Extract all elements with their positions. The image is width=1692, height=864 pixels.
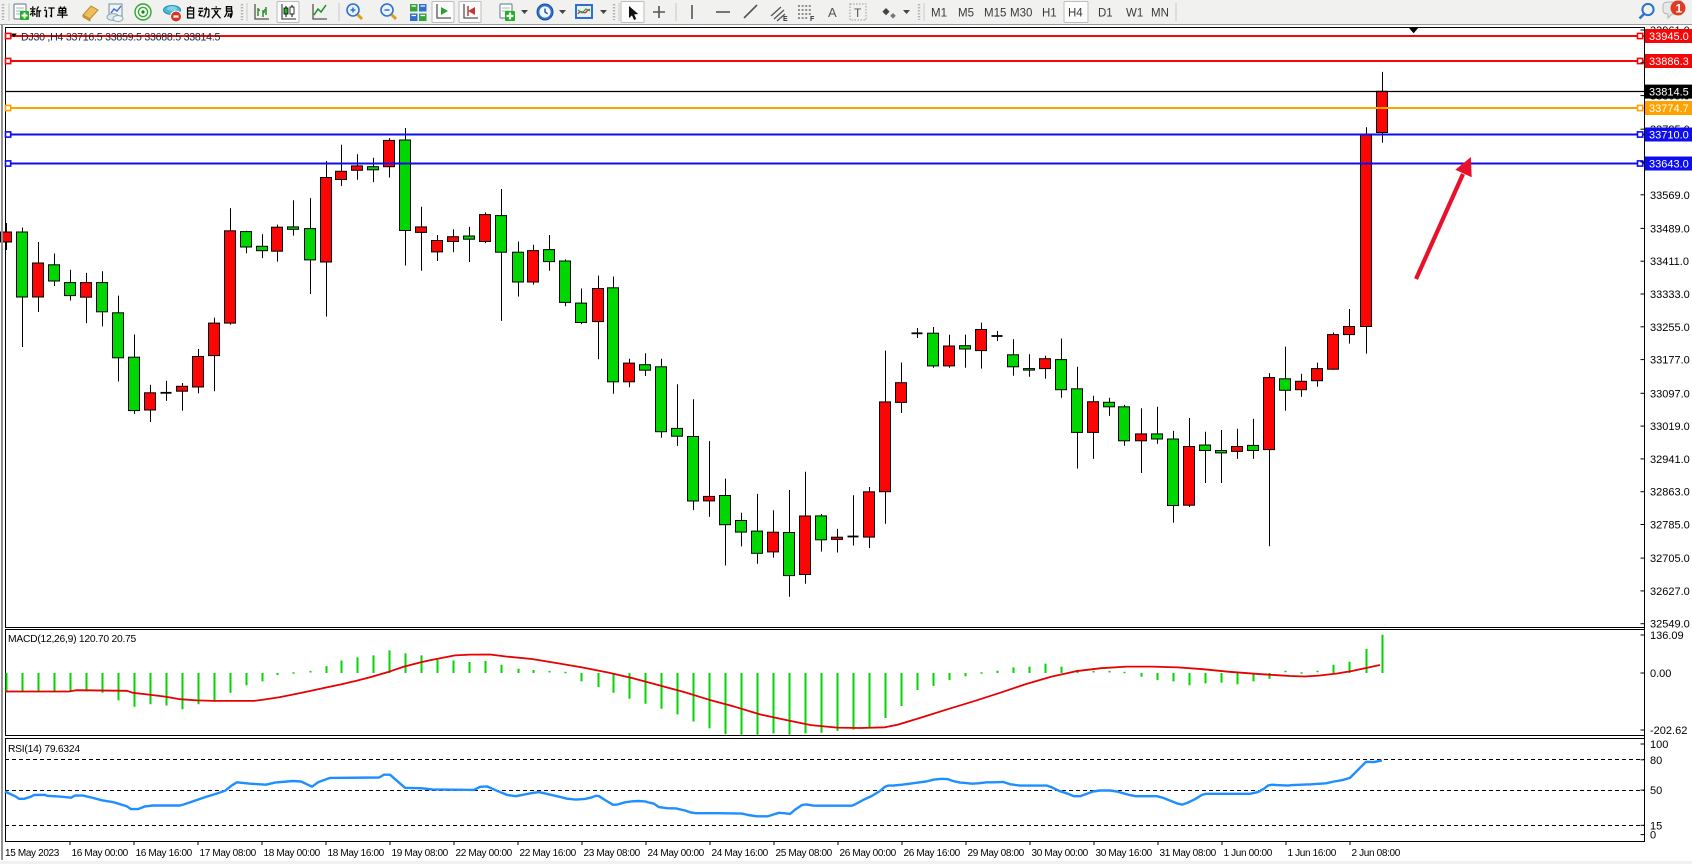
svg-text:19 May 08:00: 19 May 08:00	[392, 848, 449, 859]
svg-text:16 May 00:00: 16 May 00:00	[72, 848, 129, 859]
svg-text:W1: W1	[1126, 8, 1143, 20]
svg-text:32627.0: 32627.0	[1650, 586, 1690, 598]
svg-text:30 May 00:00: 30 May 00:00	[1032, 848, 1089, 859]
svg-text:M5: M5	[958, 8, 974, 20]
svg-text:1 Jun 16:00: 1 Jun 16:00	[1288, 848, 1337, 859]
svg-text:33255.0: 33255.0	[1650, 322, 1690, 334]
svg-text:33489.0: 33489.0	[1650, 223, 1690, 235]
svg-text:15: 15	[1650, 820, 1662, 832]
svg-text:18 May 16:00: 18 May 16:00	[328, 848, 385, 859]
svg-text:T: T	[854, 6, 862, 20]
svg-text:D1: D1	[1098, 8, 1113, 20]
svg-text:MN: MN	[1151, 8, 1169, 20]
svg-text:30 May 16:00: 30 May 16:00	[1096, 848, 1153, 859]
svg-text:18 May 00:00: 18 May 00:00	[264, 848, 321, 859]
svg-text:16 May 16:00: 16 May 16:00	[136, 848, 193, 859]
svg-text:33643.0: 33643.0	[1649, 159, 1689, 171]
svg-text:0.00: 0.00	[1650, 668, 1671, 680]
svg-text:23 May 08:00: 23 May 08:00	[584, 848, 641, 859]
svg-text:17 May 08:00: 17 May 08:00	[200, 848, 257, 859]
svg-text:33019.0: 33019.0	[1650, 421, 1690, 433]
svg-text:26 May 16:00: 26 May 16:00	[904, 848, 961, 859]
svg-text:H1: H1	[1042, 8, 1057, 20]
svg-text:32863.0: 32863.0	[1650, 487, 1690, 499]
svg-text:33411.0: 33411.0	[1650, 256, 1689, 268]
svg-text:29 May 08:00: 29 May 08:00	[968, 848, 1025, 859]
svg-text:0: 0	[1650, 830, 1656, 842]
svg-text:33097.0: 33097.0	[1650, 388, 1690, 400]
svg-text:33814.5: 33814.5	[1649, 87, 1689, 99]
svg-text:DJ30 ,H4 33716.5 33859.5 3368: DJ30 ,H4 33716.5 33859.5 33688.5 33814.5	[21, 32, 220, 44]
svg-text:24 May 00:00: 24 May 00:00	[648, 848, 705, 859]
svg-text:M1: M1	[931, 8, 947, 20]
svg-text:-202.62: -202.62	[1650, 725, 1687, 737]
svg-text:24 May 16:00: 24 May 16:00	[712, 848, 769, 859]
svg-text:1: 1	[1676, 2, 1683, 16]
svg-text:32785.0: 32785.0	[1650, 520, 1690, 532]
svg-text:H4: H4	[1068, 8, 1083, 20]
svg-text:25 May 08:00: 25 May 08:00	[776, 848, 833, 859]
svg-text:33774.7: 33774.7	[1649, 103, 1689, 115]
svg-text:26 May 00:00: 26 May 00:00	[840, 848, 897, 859]
svg-text:2 Jun 08:00: 2 Jun 08:00	[1352, 848, 1401, 859]
svg-text:1 Jun 00:00: 1 Jun 00:00	[1224, 848, 1273, 859]
svg-text:A: A	[828, 5, 837, 20]
svg-text:32941.0: 32941.0	[1650, 454, 1690, 466]
svg-text:M30: M30	[1010, 8, 1032, 20]
svg-text:22 May 16:00: 22 May 16:00	[520, 848, 577, 859]
svg-text:33710.0: 33710.0	[1649, 130, 1689, 142]
svg-text:100: 100	[1650, 739, 1668, 751]
svg-text:F: F	[810, 16, 815, 23]
svg-text:31 May 08:00: 31 May 08:00	[1160, 848, 1217, 859]
svg-text:22 May 00:00: 22 May 00:00	[456, 848, 513, 859]
svg-text:RSI(14) 79.6324: RSI(14) 79.6324	[8, 744, 80, 755]
svg-text:32549.0: 32549.0	[1650, 619, 1690, 631]
svg-text:15 May 2023: 15 May 2023	[5, 848, 60, 859]
svg-text:M15: M15	[984, 8, 1006, 20]
svg-text:32705.0: 32705.0	[1650, 553, 1690, 565]
svg-text:33333.0: 33333.0	[1650, 289, 1690, 301]
svg-text:MACD(12,26,9) 120.70 20.75: MACD(12,26,9) 120.70 20.75	[8, 634, 137, 645]
svg-text:33177.0: 33177.0	[1650, 355, 1690, 367]
svg-text:E: E	[783, 16, 788, 23]
svg-text:80: 80	[1650, 755, 1662, 767]
svg-text:33569.0: 33569.0	[1650, 190, 1690, 202]
svg-text:33945.0: 33945.0	[1649, 31, 1689, 43]
svg-text:50: 50	[1650, 785, 1662, 797]
svg-text:33886.3: 33886.3	[1649, 56, 1689, 68]
svg-text:136.09: 136.09	[1650, 630, 1684, 642]
